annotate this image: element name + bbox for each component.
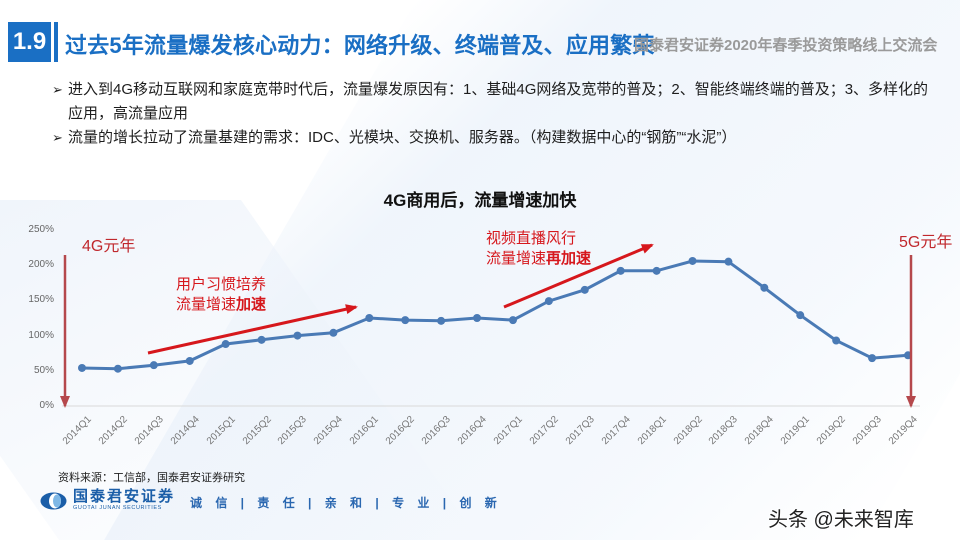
trend-arrow-video-live-head [640,244,654,254]
title-divider [54,22,58,62]
trend-arrow-user-habit [147,305,357,355]
annotation-line2: 流量增速加速 [176,296,267,313]
annotation-5g-year: 5G元年 [899,234,953,251]
data-point [580,285,589,294]
data-point [724,257,733,266]
data-point [868,354,877,363]
data-point [544,297,553,306]
data-point [113,364,122,373]
data-point [616,266,625,275]
data-point [293,331,302,340]
logo-text-en: GUOTAI JUNAN SECURITIES [73,505,162,511]
annotation-line1: 用户习惯培养 [176,276,267,293]
annotation-4g-year: 4G元年 [82,238,136,255]
milestone-arrow-5g-head [906,396,916,408]
chart-plot-area [60,243,920,408]
data-point [185,356,194,365]
data-source: 资料来源：工信部，国泰君安证券研究 [58,472,245,484]
bullet-item: ➢ 进入到4G移动互联网和家庭宽带时代后，流量爆发原因有：1、基础4G网络及宽带… [52,78,932,126]
arrow-bullet-icon: ➢ [52,82,63,97]
data-point [221,340,230,349]
trend-arrow-video-live [503,243,653,309]
y-tick-label: 200% [28,259,54,271]
bullet-text: 流量的增长拉动了流量基建的需求：IDC、光模块、交换机、服务器。（构建数据中心的… [68,129,737,146]
annotation-user-habit: 用户习惯培养 流量增速加速 [176,275,266,315]
chart-title: 4G商用后，流量增速加快 [383,191,577,210]
series-line [81,259,909,371]
milestone-arrow-4g-head [60,396,70,408]
data-point [796,311,805,320]
bullet-item: ➢ 流量的增长拉动了流量基建的需求：IDC、光模块、交换机、服务器。（构建数据中… [52,126,932,150]
annotation-line2: 流量增速再加速 [486,250,592,267]
data-point [149,361,158,370]
data-point [365,314,374,322]
milestone-arrows [60,255,916,408]
conference-name: 国泰君安证券2020年春季投资策略线上交流会 [634,37,938,54]
data-point [257,335,266,344]
trend-arrow-user-habit-head [345,304,358,315]
slide-header: 1.9 过去5年流量爆发核心动力：网络升级、终端普及、应用繁荣 国泰君安证券20… [0,22,960,68]
annotation-video-live: 视频直播风行 流量增速再加速 [486,229,591,269]
watermark: 头条 @未来智库 [768,509,914,531]
y-tick-label: 100% [28,329,54,341]
company-slogan: 诚 信 | 责 任 | 亲 和 | 专 业 | 创 新 [190,496,502,510]
data-point [329,328,338,337]
data-point [508,316,517,325]
data-point [832,336,841,345]
data-point [688,256,697,265]
trend-arrows [147,243,654,355]
data-point [437,316,446,325]
y-tick-label: 0% [39,400,54,411]
bullet-list: ➢ 进入到4G移动互联网和家庭宽带时代后，流量爆发原因有：1、基础4G网络及宽带… [52,78,932,150]
arrow-bullet-icon: ➢ [52,130,63,145]
annotation-line1: 视频直播风行 [486,230,577,247]
series-markers [78,256,912,373]
section-number: 1.9 [8,22,51,62]
data-point [473,314,482,322]
logo-text-cn: 国泰君安证券 [73,488,176,505]
logo-icon [40,492,67,510]
data-point [78,363,86,372]
y-tick-label: 250% [28,224,54,235]
slide-title: 过去5年流量爆发核心动力：网络升级、终端普及、应用繁荣 [65,33,655,58]
y-tick-label: 150% [28,294,54,306]
line-chart: 0% 50% 100% 150% 200% 250% 2014Q1 2014Q2 2014Q3… [0,215,960,447]
data-point [760,283,769,292]
data-point [652,266,661,275]
y-tick-label: 50% [33,364,54,376]
company-logo: 国泰君安证券 GUOTAI JUNAN SECURITIES [40,489,175,512]
data-point [401,316,410,325]
bullet-text: 进入到4G移动互联网和家庭宽带时代后，流量爆发原因有：1、基础4G网络及宽带的普… [68,81,929,122]
